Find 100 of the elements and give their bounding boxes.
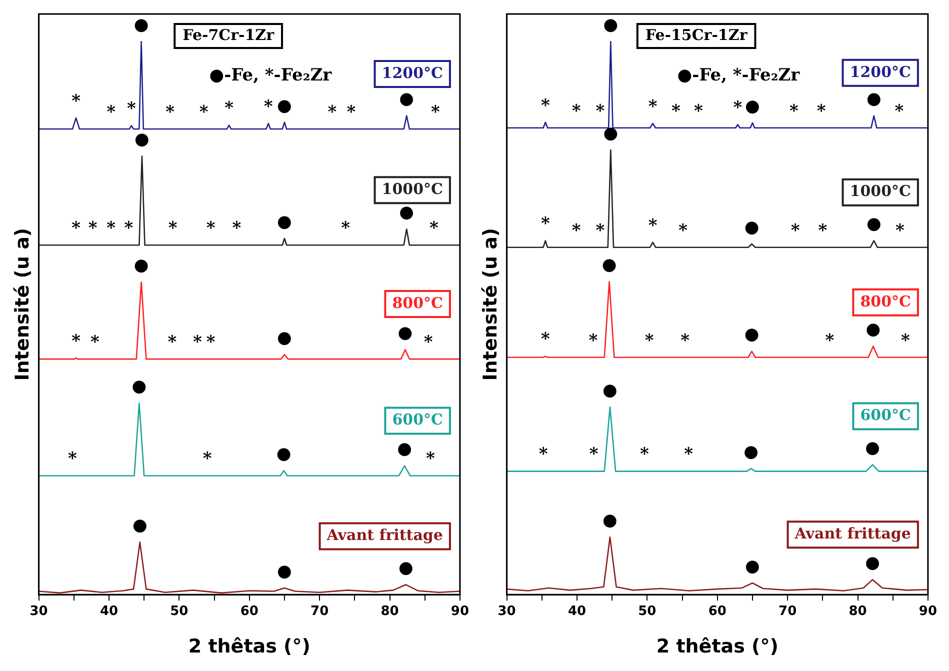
annotation: * [901,330,910,351]
text: 1000°C [382,180,444,198]
annotation: ● [398,558,414,578]
text: 1200°C [382,64,444,82]
annotation: ● [134,256,149,276]
annotation: ● [866,320,881,340]
annotation: * [90,332,100,352]
annotation: * [224,98,234,119]
annotation: ● [744,217,760,238]
annotation: * [540,96,550,116]
annotation: ● [745,96,760,116]
annotation: ●-Fe, *-Fe₂Zr [677,65,801,86]
annotation: * [72,91,81,112]
x-tick-label: 40 [568,604,586,619]
text: 1200°C [850,62,912,81]
annotation: ● [603,123,618,144]
annotation: ● [134,15,149,36]
x-tick-label: 80 [848,604,867,619]
annotation: * [232,218,242,239]
chart-title: Fe-7Cr-1Zr [182,26,276,44]
annotation: ● [277,96,292,116]
text: 1000°C [850,182,912,200]
annotation: * [202,449,212,470]
text: 800°C [392,294,444,312]
annotation: * [540,330,550,350]
annotation: * [640,444,649,465]
annotation: * [168,218,178,239]
annotation: * [672,101,681,122]
annotation: ● [397,439,412,460]
annotation: * [426,449,436,470]
annotation: ● [602,510,618,531]
annotation: * [790,220,800,241]
y-axis-title: Intensité (u a) [479,228,502,381]
annotation: * [894,101,904,122]
annotation: * [644,330,654,351]
annotation: ● [866,214,882,234]
x-tick-label: 40 [100,604,118,619]
text: 600°C [392,410,444,429]
annotation: * [733,98,742,118]
annotation: * [572,101,581,122]
annotation: * [825,330,834,351]
annotation: ● [865,438,880,458]
annotation: * [72,331,81,352]
annotation: * [206,332,216,352]
annotation: * [328,102,337,122]
annotation: ● [602,380,618,401]
annotation: ● [132,515,148,536]
x-tick-label: 30 [498,604,516,619]
annotation: * [346,102,356,122]
text: 800°C [860,292,912,310]
annotation: * [596,101,605,122]
annotation: * [540,214,550,234]
annotation: * [168,332,177,352]
annotation: * [264,96,273,117]
annotation: * [127,99,136,120]
text: Avant frittage [326,526,443,544]
x-tick-label: 70 [310,604,329,619]
annotation: ●-Fe, *-Fe₂Zr [209,65,333,86]
annotation: * [424,332,433,352]
annotation: * [596,220,605,241]
x-tick-label: 70 [778,604,797,619]
annotation: * [538,444,548,465]
annotation: * [341,218,350,239]
annotation: * [88,218,98,239]
x-tick-label: 60 [240,604,258,619]
annotation: * [588,330,598,351]
x-axis-title: 2 thêtas (°) [656,636,778,658]
annotation: * [816,101,826,122]
annotation: * [680,330,690,351]
annotation: * [192,332,202,352]
annotation: ● [276,444,292,464]
annotation: * [648,216,658,236]
annotation: * [789,101,798,122]
annotation: * [68,449,78,470]
annotation: * [72,218,81,239]
text: 600°C [860,406,912,424]
x-tick-label: 50 [170,604,188,619]
annotation: * [694,101,703,122]
annotation: * [430,218,439,239]
annotation: ● [744,442,758,462]
annotation: ● [277,561,292,582]
x-axis-title: 2 thêtas (°) [188,636,310,658]
annotation: * [678,220,688,241]
annotation: ● [398,323,413,344]
x-tick-label: 90 [450,604,469,619]
annotation: ● [399,89,414,110]
annotation: * [430,102,440,122]
annotation: ● [277,212,292,232]
annotation: * [895,220,904,241]
x-tick-label: 30 [30,604,48,619]
text: Avant frittage [794,524,911,543]
annotation: * [206,218,216,239]
chart-title: Fe-15Cr-1Zr [645,26,748,44]
annotation: ● [744,324,760,345]
annotation: * [589,444,598,465]
annotation: * [572,220,581,241]
annotation: ● [132,376,147,397]
annotation: ● [745,556,760,576]
x-tick-label: 50 [638,604,656,619]
annotation: * [818,220,828,241]
